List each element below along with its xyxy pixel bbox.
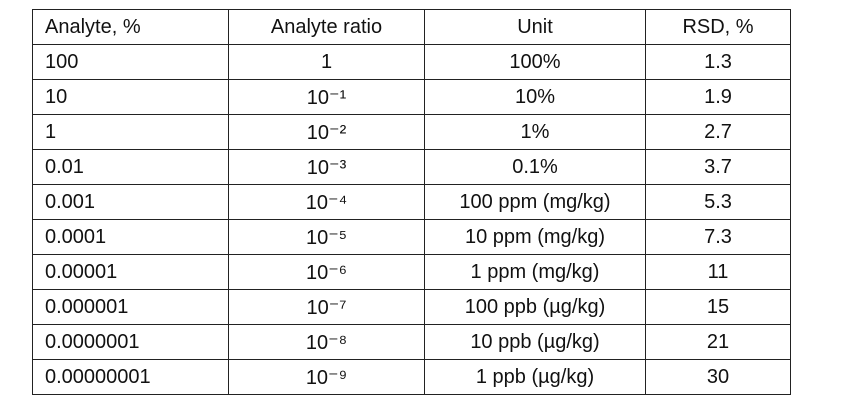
header-cell: Analyte, % [32, 9, 229, 45]
table-cell: 10 [32, 79, 229, 115]
table-cell: 1 ppm (mg/kg) [424, 254, 646, 290]
table-cell: 10⁻⁴ [228, 184, 425, 220]
table-cell: 10⁻⁸ [228, 324, 425, 360]
table-row: 0.01 10⁻³ 0.1% 3.7 [32, 149, 791, 185]
table-cell: 1.9 [645, 79, 791, 115]
table-cell: 1 ppb (µg/kg) [424, 359, 646, 395]
table-cell: 0.0000001 [32, 324, 229, 360]
table-cell: 10⁻¹ [228, 79, 425, 115]
table-row: 0.001 10⁻⁴ 100 ppm (mg/kg) 5.3 [32, 184, 791, 220]
table-cell: 0.00000001 [32, 359, 229, 395]
table-cell: 21 [645, 324, 791, 360]
table-cell: 3.7 [645, 149, 791, 185]
table-cell: 10 ppm (mg/kg) [424, 219, 646, 255]
table-row: 0.00000001 10⁻⁹ 1 ppb (µg/kg) 30 [32, 359, 791, 395]
table-cell: 7.3 [645, 219, 791, 255]
table-cell: 10 ppb (µg/kg) [424, 324, 646, 360]
table-row: 0.00001 10⁻⁶ 1 ppm (mg/kg) 11 [32, 254, 791, 290]
header-cell: Unit [424, 9, 646, 45]
table-cell: 1.3 [645, 44, 791, 80]
table-cell: 10⁻⁷ [228, 289, 425, 325]
header-cell: RSD, % [645, 9, 791, 45]
table-cell: 100% [424, 44, 646, 80]
table-row: 0.0000001 10⁻⁸ 10 ppb (µg/kg) 21 [32, 324, 791, 360]
table-cell: 100 [32, 44, 229, 80]
table-cell: 0.00001 [32, 254, 229, 290]
table-cell: 10⁻⁶ [228, 254, 425, 290]
table-cell: 10⁻⁹ [228, 359, 425, 395]
table-cell: 1 [32, 114, 229, 150]
table-cell: 10% [424, 79, 646, 115]
table-cell: 0.0001 [32, 219, 229, 255]
table-cell: 5.3 [645, 184, 791, 220]
table-cell: 30 [645, 359, 791, 395]
table-cell: 0.000001 [32, 289, 229, 325]
header-row: Analyte, % Analyte ratio Unit RSD, % [32, 9, 791, 45]
table-cell: 100 ppb (µg/kg) [424, 289, 646, 325]
table-cell: 100 ppm (mg/kg) [424, 184, 646, 220]
table-row: 10 10⁻¹ 10% 1.9 [32, 79, 791, 115]
table-cell: 10⁻² [228, 114, 425, 150]
table-cell: 0.001 [32, 184, 229, 220]
table-cell: 10⁻³ [228, 149, 425, 185]
table-cell: 0.01 [32, 149, 229, 185]
table-cell: 15 [645, 289, 791, 325]
table-cell: 10⁻⁵ [228, 219, 425, 255]
table-cell: 0.1% [424, 149, 646, 185]
data-table: Analyte, % Analyte ratio Unit RSD, % 100 1 10… [32, 9, 791, 395]
table-row: 1 10⁻² 1% 2.7 [32, 114, 791, 150]
header-cell: Analyte ratio [228, 9, 425, 45]
table-cell: 1% [424, 114, 646, 150]
table-row: 100 1 100% 1.3 [32, 44, 791, 80]
table-row: 0.000001 10⁻⁷ 100 ppb (µg/kg) 15 [32, 289, 791, 325]
table-cell: 1 [228, 44, 425, 80]
table-cell: 2.7 [645, 114, 791, 150]
table-row: 0.0001 10⁻⁵ 10 ppm (mg/kg) 7.3 [32, 219, 791, 255]
table-cell: 11 [645, 254, 791, 290]
